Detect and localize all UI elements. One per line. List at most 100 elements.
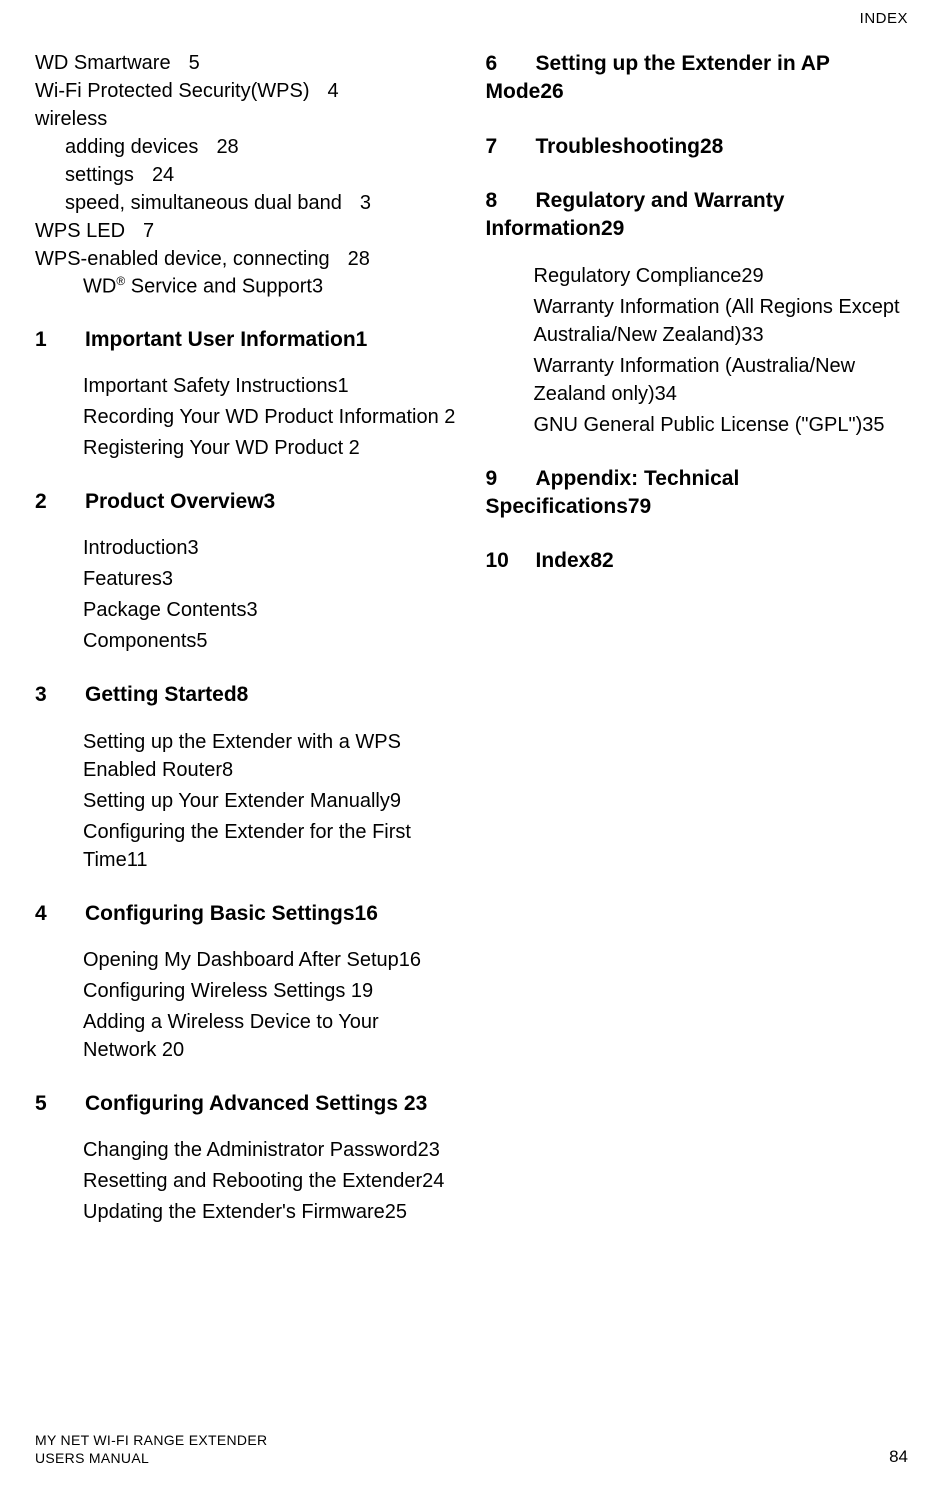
index-term: speed, simultaneous dual band	[65, 192, 342, 214]
chapter-number: 9	[486, 465, 536, 493]
sub-entry: Important Safety Instructions1	[35, 372, 458, 400]
index-term: WPS LED	[35, 220, 125, 242]
chapter-number: 6	[486, 50, 536, 78]
section-heading-5: 5Configuring Advanced Settings 23	[35, 1090, 458, 1118]
sub-entry-text: Setting up the Extender with a WPS Enabl…	[83, 731, 401, 781]
sub-entry-text: Introduction3	[35, 534, 458, 562]
sub-entry: Regulatory Compliance29	[486, 262, 909, 290]
index-page: 24	[152, 164, 174, 186]
sub-entry-text: Registering Your WD Product 2	[35, 434, 458, 462]
index-term: settings	[65, 164, 134, 186]
index-subentry: speed, simultaneous dual band 3	[35, 190, 458, 216]
sub-entry-text: Components5	[35, 627, 458, 655]
index-page: 3	[360, 192, 371, 214]
page-footer: MY NET WI-FI RANGE EXTENDER USERS MANUAL…	[35, 1431, 908, 1467]
index-subentry: adding devices 28	[35, 134, 458, 160]
content-columns: WD Smartware 5 Wi-Fi Protected Security(W…	[35, 50, 908, 1229]
sub-entry-text: Configuring Wireless Settings 19	[35, 977, 458, 1005]
index-page: 28	[216, 136, 238, 158]
chapter-number: 7	[486, 133, 536, 161]
sub-entry: Package Contents3	[35, 596, 458, 624]
sub-entry: Adding a Wireless Device to Your Network…	[35, 1008, 458, 1064]
section-title: Index82	[536, 549, 614, 572]
sub-entry: GNU General Public License ("GPL")35	[486, 411, 909, 439]
index-entry: Wi-Fi Protected Security(WPS) 4	[35, 78, 458, 104]
sub-entry: Warranty Information (All Regions Except…	[486, 293, 909, 349]
section-title: Product Overview3	[85, 490, 275, 513]
sub-entry: Configuring Wireless Settings 19	[35, 977, 458, 1005]
index-page: 4	[327, 80, 338, 102]
sub-entry: Introduction3	[35, 534, 458, 562]
sub-entry-text: Recording Your WD Product Information 2	[83, 406, 455, 428]
sub-entry-text: Warranty Information (All Regions Except…	[534, 296, 900, 346]
index-entry: WD Smartware 5	[35, 50, 458, 76]
section-heading-9: 9Appendix: Technical Specifications79	[486, 465, 909, 522]
section-heading-1: 1Important User Information1	[35, 326, 458, 354]
index-term: WD Smartware	[35, 52, 171, 74]
sub-entry: Warranty Information (Australia/New Zeal…	[486, 352, 909, 408]
footer-manual-title: MY NET WI-FI RANGE EXTENDER USERS MANUAL	[35, 1431, 267, 1467]
sub-entry-text: Updating the Extender's Firmware25	[35, 1198, 458, 1226]
registered-symbol: ®	[116, 274, 125, 288]
section-heading-2: 2Product Overview3	[35, 488, 458, 516]
sub-entry: Setting up the Extender with a WPS Enabl…	[35, 728, 458, 784]
sub-entry-text: Changing the Administrator Password23	[35, 1136, 458, 1164]
sub-entry-text: Adding a Wireless Device to Your Network…	[83, 1011, 379, 1061]
left-column: WD Smartware 5 Wi-Fi Protected Security(W…	[35, 50, 458, 1229]
section-title: Getting Started8	[85, 683, 248, 706]
section-heading-4: 4Configuring Basic Settings16	[35, 900, 458, 928]
chapter-number: 8	[486, 187, 536, 215]
section-heading-8: 8Regulatory and Warranty Information29	[486, 187, 909, 244]
footer-page-number: 84	[889, 1447, 908, 1467]
section-title: Configuring Basic Settings16	[85, 902, 378, 925]
index-entry: WPS-enabled device, connecting 28	[35, 246, 458, 272]
section-heading-6: 6Setting up the Extender in AP Mode26	[486, 50, 909, 107]
sub-entry: Changing the Administrator Password23	[35, 1136, 458, 1164]
sub-entry-text: Package Contents3	[35, 596, 458, 624]
section-heading-3: 3Getting Started8	[35, 681, 458, 709]
sub-entry-text: Regulatory Compliance29	[486, 262, 909, 290]
section-title: Setting up the Extender in AP Mode26	[486, 52, 830, 103]
sub-entry-text: Opening My Dashboard After Setup16	[35, 946, 458, 974]
index-term: wireless	[35, 108, 107, 130]
sub-entry-text: Features3	[35, 565, 458, 593]
sub-entry: Resetting and Rebooting the Extender24	[35, 1167, 458, 1195]
chapter-number: 4	[35, 900, 85, 928]
sub-entry: Setting up Your Extender Manually9	[35, 787, 458, 815]
index-entry: wireless	[35, 106, 458, 132]
index-page: 5	[189, 52, 200, 74]
section-heading-7: 7Troubleshooting28	[486, 133, 909, 161]
sub-entry-text: Configuring the Extender for the First T…	[83, 821, 411, 871]
wd-rest: Service and Support3	[125, 276, 323, 298]
sub-entry-text: Warranty Information (Australia/New Zeal…	[534, 355, 856, 405]
right-column: 6Setting up the Extender in AP Mode26 7T…	[486, 50, 909, 1229]
sub-entry: Registering Your WD Product 2	[35, 434, 458, 462]
chapter-number: 1	[35, 326, 85, 354]
section-title: Configuring Advanced Settings 23	[85, 1092, 427, 1115]
index-term: WPS-enabled device, connecting	[35, 248, 330, 270]
sub-entry-text: Setting up Your Extender Manually9	[35, 787, 458, 815]
index-page: 7	[143, 220, 154, 242]
index-term: Wi-Fi Protected Security(WPS)	[35, 80, 309, 102]
sub-entry: Opening My Dashboard After Setup16	[35, 946, 458, 974]
footer-line-2: USERS MANUAL	[35, 1449, 267, 1467]
chapter-number: 2	[35, 488, 85, 516]
footer-line-1: MY NET WI-FI RANGE EXTENDER	[35, 1431, 267, 1449]
index-page: 28	[348, 248, 370, 270]
sub-entry-text: Important Safety Instructions1	[35, 372, 458, 400]
section-heading-10: 10Index82	[486, 547, 909, 575]
index-term: adding devices	[65, 136, 198, 158]
sub-entry-text: GNU General Public License ("GPL")35	[486, 411, 909, 439]
sub-entry-text: Resetting and Rebooting the Extender24	[35, 1167, 458, 1195]
sub-entry: Configuring the Extender for the First T…	[35, 818, 458, 874]
section-title: Important User Information1	[85, 328, 367, 351]
sub-entry: Updating the Extender's Firmware25	[35, 1198, 458, 1226]
sub-entry: Recording Your WD Product Information 2	[35, 403, 458, 431]
chapter-number: 10	[486, 547, 536, 575]
chapter-number: 5	[35, 1090, 85, 1118]
index-entry: WPS LED 7	[35, 218, 458, 244]
index-subentry: settings 24	[35, 162, 458, 188]
section-title: Troubleshooting28	[536, 135, 724, 158]
sub-entry: Components5	[35, 627, 458, 655]
wd-prefix: WD	[83, 276, 116, 298]
